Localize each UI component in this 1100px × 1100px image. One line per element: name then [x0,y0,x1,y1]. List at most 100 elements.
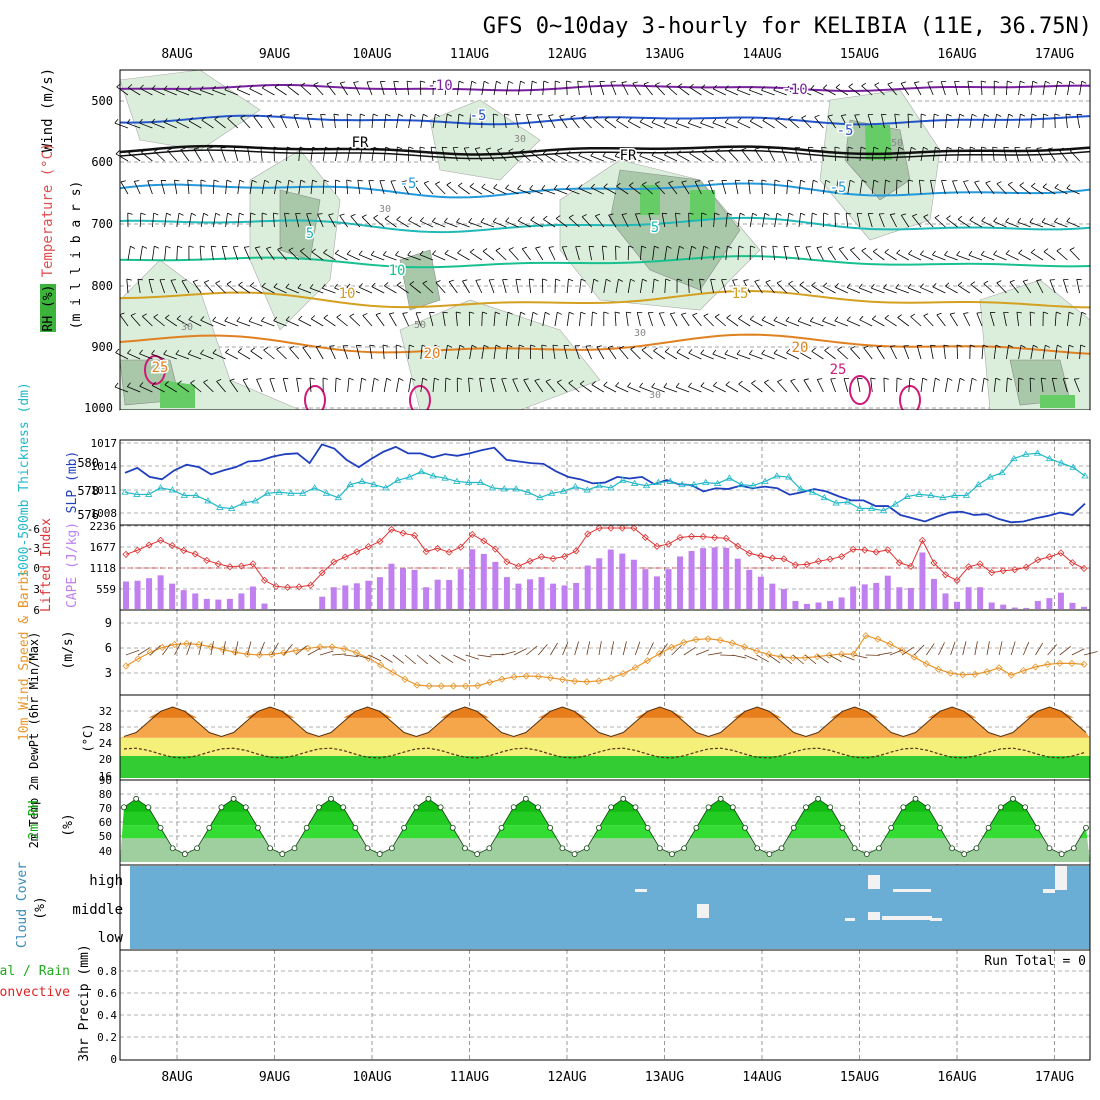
lifted-index-marker [722,534,730,542]
wind-barb-10m [1035,642,1044,656]
wind-barb [872,248,878,252]
wind-barb [386,377,392,381]
wind-barb [616,182,621,187]
wind-barb [616,186,629,195]
wind-barb [914,82,922,96]
wind-barb [581,214,587,218]
wind-barb [897,317,910,327]
wind-barb [193,147,199,150]
wind-barb [177,245,183,249]
wind-barb [739,212,745,216]
wind-barb [237,351,251,360]
lifted-index-marker [364,543,372,551]
wind-barb [340,81,346,84]
cape-bar [550,583,557,609]
cape-bar [134,580,141,609]
wind-barb [1030,252,1044,261]
wind-barb [970,146,976,149]
wind-barb [493,345,497,360]
wind-barb [276,179,282,183]
wind-barb [342,345,348,360]
wind-barb [748,180,751,195]
wind-barb [918,180,922,195]
wind-barb [775,119,788,129]
wind-barb [442,312,446,327]
wind-barb-10m [137,647,151,656]
wind-barb [824,347,829,351]
rh-label: 30 [379,204,391,215]
wind-tick: 6 [105,641,112,655]
wind-barb [715,151,727,162]
wind-barb [881,114,885,129]
wind-barb [458,80,464,84]
wind-barb [383,378,388,393]
wind-speed-marker [255,651,263,659]
wind-barb [1067,312,1070,327]
wind-barb [1043,251,1056,261]
cape-bar [180,590,187,609]
thickness-marker [998,468,1006,476]
wind-barb [639,386,653,393]
wind-speed-marker [183,640,191,648]
wind-barb [370,254,385,261]
wind-barb [1073,378,1080,393]
wind-barb [679,245,685,249]
wind-barb [239,179,245,183]
wind-barb [306,213,312,228]
wind-barb [273,316,278,321]
wind-barb [639,382,643,388]
wind-barb [603,385,617,393]
wind-barb [526,114,531,129]
wind-barb [895,287,909,294]
wind-barb [653,347,658,352]
ylabel-rh: RH (%) [41,285,56,332]
wind-barb [272,213,275,228]
wind-barb [761,319,775,327]
wind-barb-10m [271,642,279,656]
wind-barb [295,213,300,228]
wind-barb [639,121,653,129]
thickness-marker [239,499,248,506]
wind-barb [703,313,709,317]
wind-barb [497,147,503,151]
wind-barb [618,278,624,282]
day-label-bottom: 12AUG [547,1070,586,1085]
wind-barb [481,113,487,116]
wind-barb [941,180,946,195]
wind-barb [773,320,787,327]
wind-barb [360,113,366,117]
wind-barb [141,151,153,162]
isotherm-label: 20 [792,340,809,356]
wind-barb [664,246,668,261]
wind-barb [946,113,952,117]
wind-barb [676,348,681,353]
wind-speed-marker [219,645,227,654]
wind-barb [859,147,862,162]
wind-barb [548,246,554,248]
wind-barb [1054,113,1060,116]
wind-barb-10m [1010,641,1016,656]
wind-barb [922,377,928,381]
lifted-index-marker [410,531,419,540]
wind-barb [119,312,125,316]
wind-barb [566,184,570,190]
wind-barb [857,378,861,393]
wind-barb [390,180,396,182]
wind-speed-marker [631,664,639,672]
wind-barb [834,316,839,322]
wind-barb [981,114,985,129]
wind-barb [1032,80,1038,84]
wind-barb [243,247,251,261]
temp-band-green [120,755,1090,778]
wind-barb [274,83,280,88]
wind-barb [837,346,842,350]
wind-barb [985,180,991,184]
rh-marker [961,851,968,857]
day-label-top: 17AUG [1035,47,1074,62]
wind-barb [908,378,911,393]
wind-barb [663,122,678,129]
isotherm-line [119,182,1091,199]
wind-speed-marker [619,670,627,678]
wind-barb [700,122,714,129]
rh-marker [1010,795,1016,802]
